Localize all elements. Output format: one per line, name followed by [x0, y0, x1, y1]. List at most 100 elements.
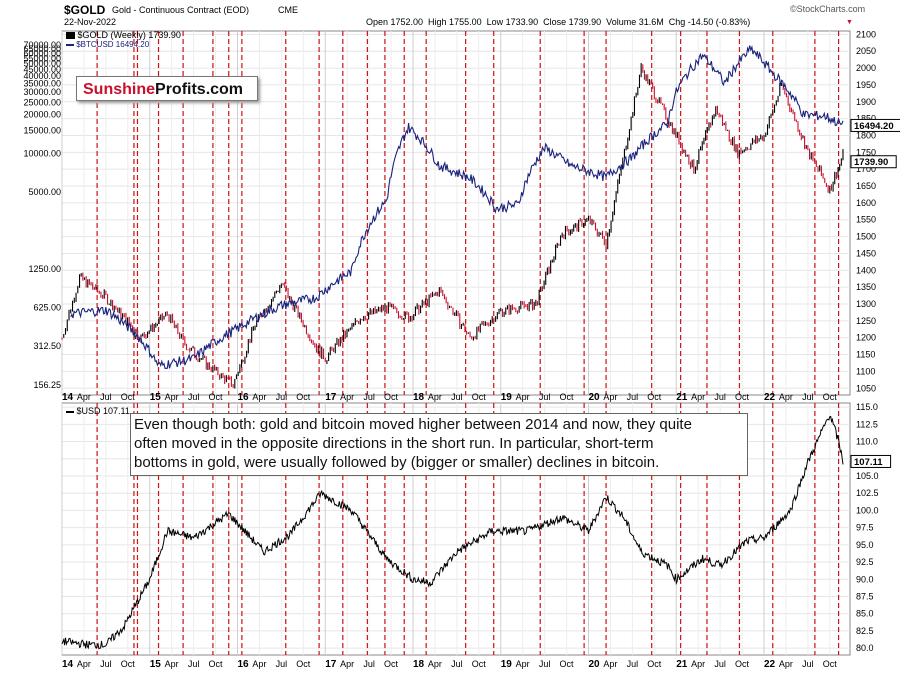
watermark: ©StockCharts.com [790, 4, 866, 14]
btc-axis-tick-label: 50000.00 [23, 59, 61, 69]
usd-axis-tick-label: 80.0 [856, 643, 874, 653]
x-tick-label: Apr [165, 392, 179, 402]
btc-axis-tick-label: 156.25 [33, 380, 61, 390]
x-tick-label: 14 [62, 659, 74, 670]
x-tick-label: 16 [238, 659, 250, 670]
gold-axis-tick-label: 1850 [856, 114, 876, 124]
logo-profits: Profits.com [155, 81, 244, 98]
x-tick-label: Apr [779, 659, 793, 669]
x-tick-label: Oct [209, 392, 224, 402]
x-tick-label: Jul [627, 659, 639, 669]
x-tick-label: Jul [100, 392, 112, 402]
x-tick-label: 17 [325, 659, 337, 670]
annotation-box: Even though both: gold and bitcoin moved… [130, 413, 748, 476]
btc-axis-tick-label: 312.50 [33, 341, 61, 351]
gold-axis-tick-label: 1900 [856, 97, 876, 107]
btc-legend: $BTCUSD 16494.20 [66, 40, 149, 49]
usd-axis-tick-label: 85.0 [856, 609, 874, 619]
btc-axis-tick-label: 55000.00 [23, 53, 61, 63]
x-tick-label: Oct [647, 659, 662, 669]
x-tick-label: Jul [188, 659, 200, 669]
x-tick-label: Apr [516, 659, 530, 669]
gold-axis-tick-label: 2050 [856, 46, 876, 56]
usd-axis-tick-label: 115.0 [856, 402, 878, 412]
x-tick-label: Apr [603, 659, 617, 669]
x-tick-label: Oct [472, 659, 487, 669]
down-arrow-icon: ▼ [846, 19, 853, 26]
x-tick-label: Oct [209, 659, 224, 669]
x-tick-label: 19 [501, 392, 513, 403]
btc-axis-tick-label: 40000.00 [23, 71, 61, 81]
x-tick-label: Jul [276, 659, 288, 669]
usd-axis-tick-label: 105.0 [856, 471, 879, 481]
usd-legend: $USD 107.11 [66, 406, 130, 416]
x-tick-label: Apr [691, 392, 705, 402]
symbol-subtitle: Gold - Continuous Contract (EOD) [112, 5, 250, 15]
x-tick-label: 16 [238, 392, 250, 403]
x-tick-label: Oct [472, 392, 487, 402]
gold-axis-tick-label: 1950 [856, 80, 876, 90]
gold-axis-tick-label: 1250 [856, 316, 876, 326]
x-tick-label: Oct [384, 659, 399, 669]
x-tick-label: Oct [560, 392, 575, 402]
btc-axis-tick-label: 30000.00 [23, 87, 61, 97]
symbol-title: $GOLD [64, 3, 106, 17]
x-tick-label: Apr [77, 659, 91, 669]
annotation-line-2: often moved in the opposite directions i… [134, 435, 654, 452]
x-tick-label: Apr [516, 392, 530, 402]
usd-line [61, 415, 844, 650]
exchange-label: CME [278, 5, 298, 15]
x-axis: 1414AprAprJulJulOctOct1515AprAprJulJulOc… [62, 392, 837, 670]
x-tick-label: Oct [121, 392, 136, 402]
x-tick-label: Apr [165, 659, 179, 669]
x-tick-label: Oct [121, 659, 136, 669]
x-tick-label: Apr [603, 392, 617, 402]
gold-axis-tick-label: 1700 [856, 164, 876, 174]
x-tick-label: 19 [501, 659, 513, 670]
x-tick-label: Oct [296, 659, 311, 669]
usd-axis-tick-label: 102.5 [856, 488, 879, 498]
btc-axis-tick-label: 25000.00 [23, 97, 61, 107]
x-tick-label: Jul [802, 659, 814, 669]
btc-axis-tick-label: 70000.00 [23, 40, 61, 50]
btc-axis-tick-label: 35000.00 [23, 79, 61, 89]
x-tick-label: 21 [676, 392, 688, 403]
usd-axis-tick-label: 95.0 [856, 540, 874, 550]
gold-axis-tick-label: 1100 [856, 366, 875, 376]
x-tick-label: Jul [451, 392, 463, 402]
usd-legend-swatch-icon [66, 410, 74, 413]
x-tick-label: 14 [62, 392, 74, 403]
usd-axis-tick-label: 82.5 [856, 626, 874, 636]
gold-axis-tick-label: 1300 [856, 299, 876, 309]
btc-last-value: 16494.20 [854, 121, 894, 132]
x-tick-label: 18 [413, 659, 425, 670]
annotation-line-3: bottoms in gold, were usually followed b… [134, 454, 660, 471]
x-tick-label: 22 [764, 392, 776, 403]
x-tick-label: Jul [714, 392, 726, 402]
gold-axis-tick-label: 1650 [856, 181, 876, 191]
btc-line [70, 45, 844, 370]
btc-axis-tick-label: 10000.00 [23, 148, 61, 158]
x-tick-label: 15 [150, 659, 162, 670]
x-tick-label: Jul [276, 392, 288, 402]
btc-legend-label: $BTCUSD 16494.20 [76, 40, 150, 49]
usd-axis-tick-label: 90.0 [856, 574, 874, 584]
quote-line: Open 1752.00 High 1755.00 Low 1733.90 Cl… [366, 17, 751, 27]
gold-axis-tick-label: 1600 [856, 198, 876, 208]
x-tick-label: Jul [627, 392, 639, 402]
gold-axis-tick-label: 1400 [856, 265, 876, 275]
x-tick-label: Oct [735, 392, 750, 402]
usd-axis-tick-label: 100.0 [856, 505, 879, 515]
btc-axis-tick-label: 15000.00 [23, 126, 61, 136]
annotation-line-1: Even though both: gold and bitcoin moved… [134, 416, 692, 433]
gold-last-value-box [850, 155, 897, 169]
btc-axis-tick-label: 5000.00 [28, 187, 61, 197]
x-tick-label: Jul [363, 659, 375, 669]
usd-axis-tick-label: 112.5 [856, 419, 878, 429]
btc-axis-tick-label: 65000.00 [23, 44, 61, 54]
usd-last-value: 107.11 [854, 457, 883, 468]
gold-axis-tick-label: 1500 [856, 232, 876, 242]
usd-axis-tick-label: 110.0 [856, 437, 878, 447]
x-tick-label: 20 [589, 392, 601, 403]
gold-axis-tick-label: 1350 [856, 282, 876, 292]
